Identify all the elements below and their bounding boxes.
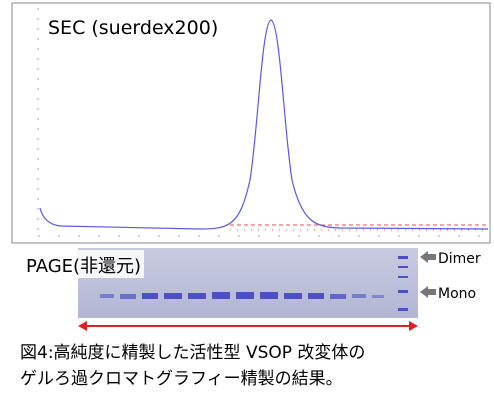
mono-arrow bbox=[420, 286, 436, 298]
dimer-arrow bbox=[420, 251, 436, 263]
caption-line: 図4:高純度に精製した活性型 VSOP 改変体の bbox=[20, 343, 365, 363]
chromatogram-title: SEC (suerdex200) bbox=[48, 17, 218, 39]
gel-title: PAGE(非還元) bbox=[26, 256, 141, 277]
chromatogram-frame bbox=[12, 3, 490, 243]
caption-line: ゲルろ過クロマトグラフィー精製の結果。 bbox=[20, 369, 343, 389]
dimer-label: Dimer bbox=[438, 251, 481, 267]
figure-graphic: SEC (suerdex200) PAGE(非還元) Dimer Mono 図4… bbox=[0, 0, 494, 394]
figure: SEC (suerdex200) PAGE(非還元) Dimer Mono 図4… bbox=[0, 0, 494, 394]
mono-label: Mono bbox=[438, 286, 476, 302]
